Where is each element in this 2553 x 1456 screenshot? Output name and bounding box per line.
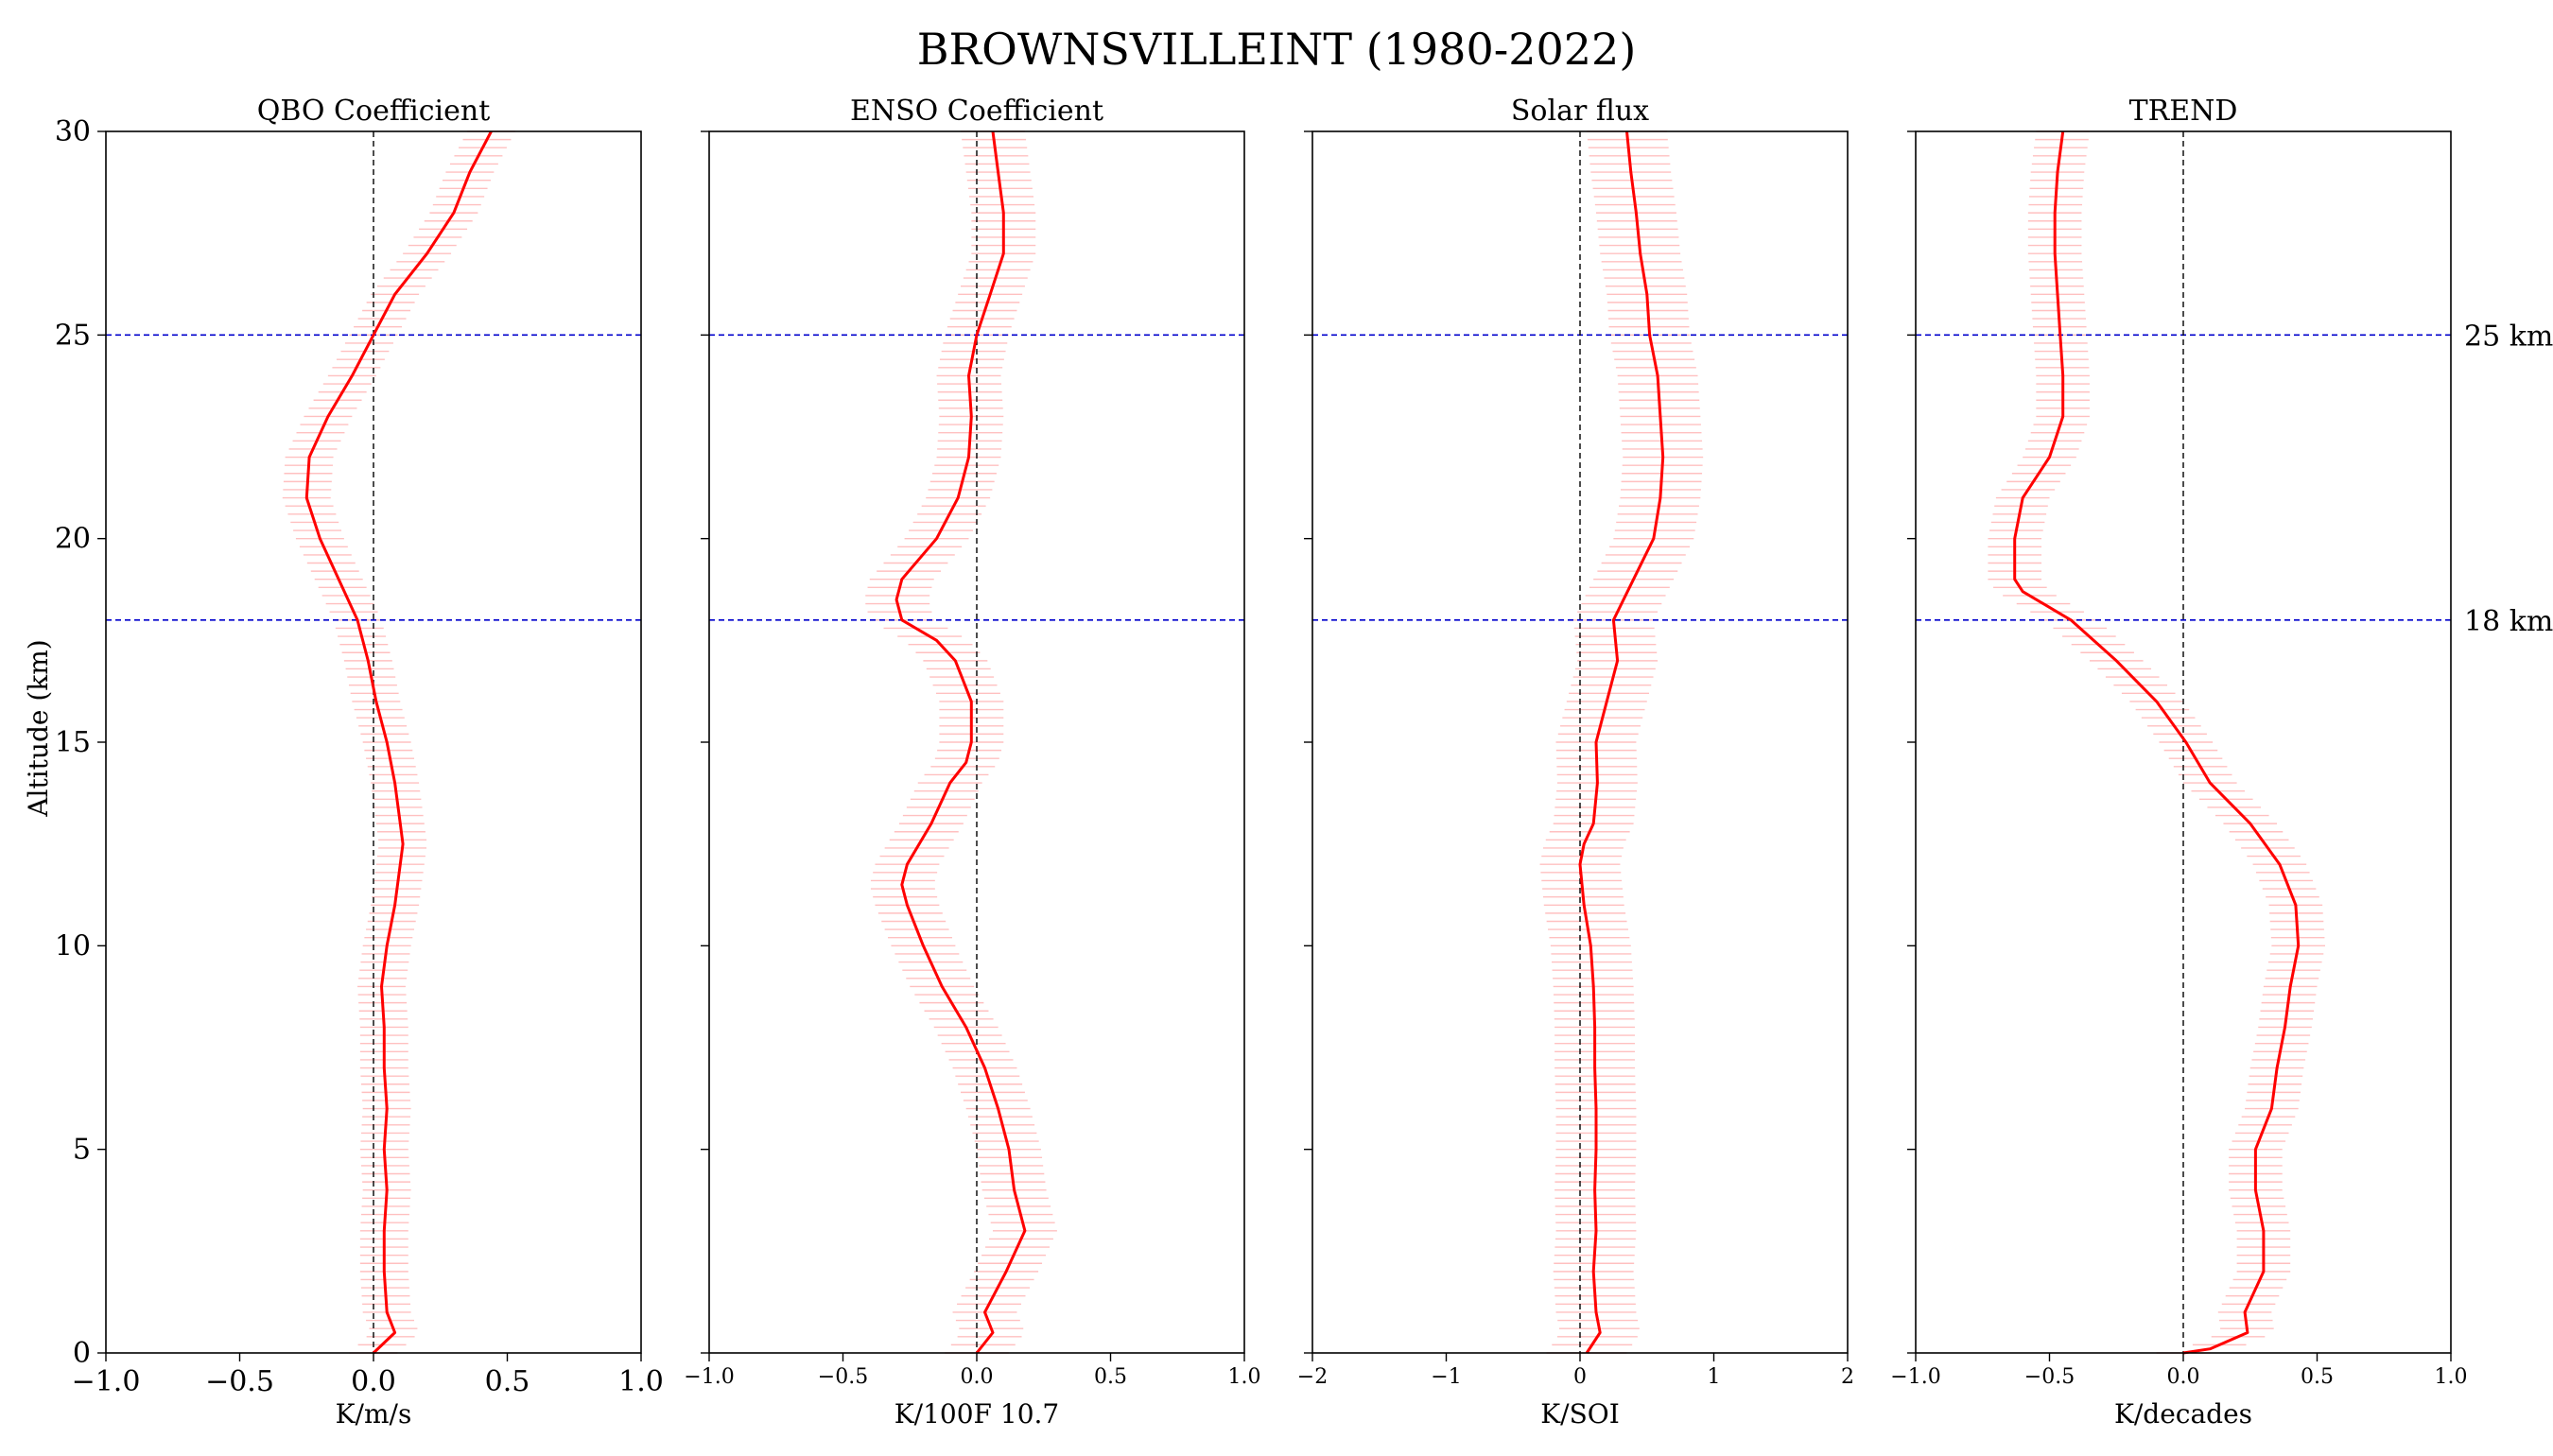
x-tick-label: −1.0	[72, 1365, 141, 1398]
panel-title: ENSO Coefficient	[850, 95, 1103, 128]
x-tick-label: −0.5	[818, 1365, 868, 1389]
uncertainty-band	[865, 130, 1057, 1354]
x-axis-label: K/decades	[2114, 1398, 2252, 1430]
panel-2: ENSO Coefficient −1.0 −0.5 0.0 0.5 1.0 K/100F …	[684, 95, 1260, 1430]
x-axis-label: K/100F 10.7	[894, 1398, 1059, 1430]
panel-3: Solar flux −2 −1 0 1 2 K/SOI	[1297, 95, 1854, 1430]
x-tick-label: 1.0	[1228, 1365, 1261, 1389]
reference-label-18km: 18 km	[2464, 605, 2553, 638]
figure-title: BROWNSVILLEINT (1980-2022)	[917, 24, 1637, 75]
x-tick-label: 1.0	[618, 1365, 664, 1398]
panels: QBO Coefficient −1.0 −0.5 0.0 0.5 1.0 K/m/s 0 5 1…	[55, 95, 2553, 1430]
y-tick-label: 5	[73, 1134, 91, 1167]
x-tick-label: −0.5	[205, 1365, 274, 1398]
x-axis-label: K/m/s	[336, 1398, 412, 1430]
reference-label-25km: 25 km	[2464, 320, 2553, 353]
x-tick-label: −2	[1297, 1365, 1328, 1389]
x-tick-label: 0.0	[351, 1365, 396, 1398]
uncertainty-band	[1988, 130, 2325, 1354]
coefficient-line	[1578, 130, 1665, 1354]
uncertainty-band	[1539, 130, 1704, 1354]
y-axis-label: Altitude (km)	[23, 639, 54, 817]
coefficient-line	[2013, 130, 2301, 1355]
x-tick-label: 0.0	[961, 1365, 994, 1389]
x-tick-label: 0.5	[1094, 1365, 1127, 1389]
x-tick-label: 0.5	[2301, 1365, 2334, 1389]
panel-title: Solar flux	[1511, 95, 1649, 128]
panel-title: TREND	[2129, 95, 2238, 128]
x-tick-label: −0.5	[2024, 1365, 2075, 1389]
y-tick-label: 25	[55, 319, 91, 352]
x-tick-label: 1.0	[2435, 1365, 2468, 1389]
x-tick-label: −1.0	[684, 1365, 734, 1389]
x-tick-label: −1	[1431, 1365, 1461, 1389]
uncertainty-band	[282, 130, 515, 1354]
panel-4: TREND −1.0 −0.5 0.0 0.5 1.0 K/decades 18 km 25 k…	[1890, 95, 2553, 1430]
x-tick-label: 2	[1841, 1365, 1854, 1389]
x-tick-label: 0.0	[2167, 1365, 2200, 1389]
coefficient-line	[894, 130, 1027, 1354]
y-tick-label: 0	[73, 1337, 91, 1370]
y-tick-label: 30	[55, 115, 91, 148]
y-tick-label: 10	[55, 929, 91, 962]
x-axis-label: K/SOI	[1540, 1398, 1620, 1430]
panel-title: QBO Coefficient	[257, 95, 491, 128]
x-tick-label: 0.5	[485, 1365, 530, 1398]
x-tick-label: 0	[1573, 1365, 1587, 1389]
coefficient-line	[304, 130, 493, 1355]
panel-1: QBO Coefficient −1.0 −0.5 0.0 0.5 1.0 K/m/s 0 5 1…	[55, 95, 664, 1430]
x-tick-label: 1	[1708, 1365, 1721, 1389]
x-tick-label: −1.0	[1890, 1365, 1940, 1389]
y-tick-label: 20	[55, 523, 91, 556]
y-tick-label: 15	[55, 726, 91, 759]
